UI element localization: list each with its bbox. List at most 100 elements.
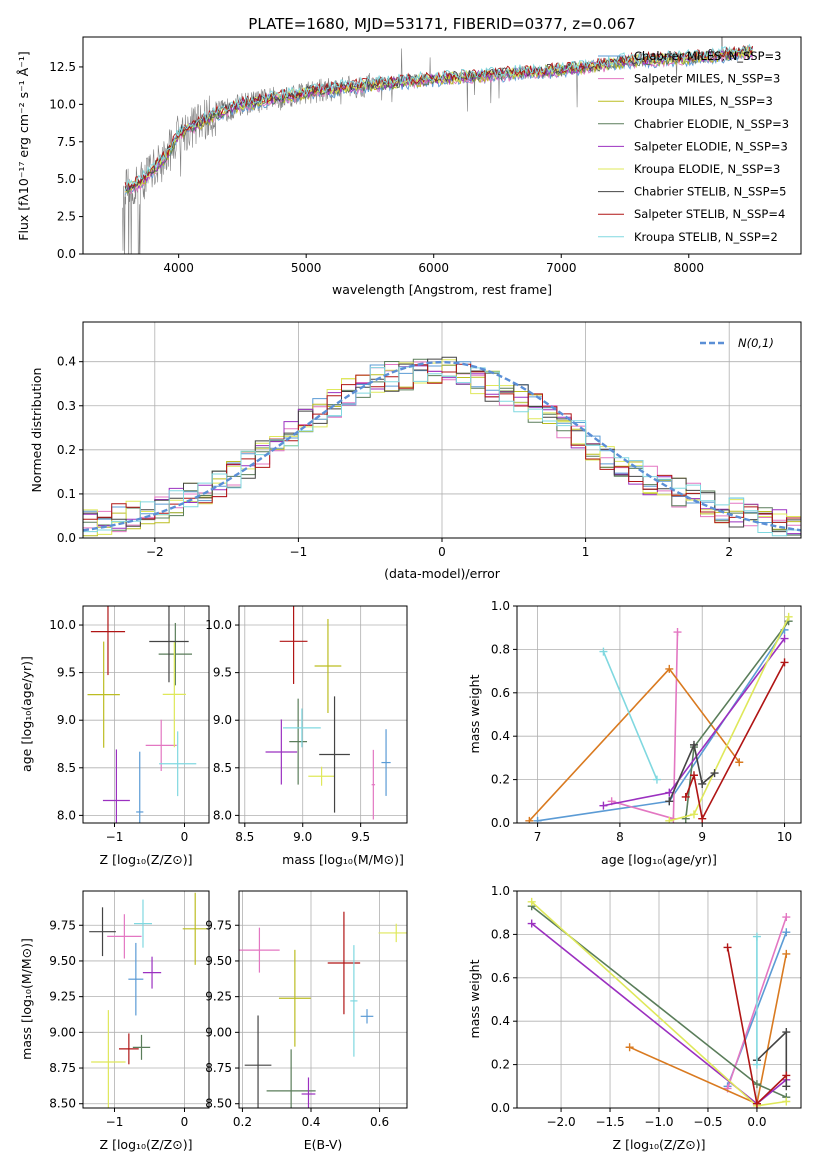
mass-weight-marker (689, 740, 698, 749)
age-vs-mass-panel: 8.5 9.0 9.58.08.59.09.510.0 mass [log₁₀(M/… (205, 605, 408, 867)
y-tick-label: 9.50 (49, 954, 76, 968)
mass-weight-marker (625, 1043, 634, 1052)
x-tick-label: 8.5 (235, 830, 254, 844)
mass-weight-marker (752, 1099, 761, 1108)
y-tick-label: 0.6 (491, 971, 510, 985)
x-tick-label: 8 (616, 830, 624, 844)
y-tick-label: 9.75 (205, 918, 232, 932)
spectrum-ticks: 4000 5000 6000 7000 8000 0.0 2.5 5.0 7.5 10.0 12.5 (49, 60, 704, 275)
y-tick-label: 9.00 (205, 1025, 232, 1039)
y-tick-label: 0.1 (57, 487, 76, 501)
y-tick-label: 9.50 (205, 954, 232, 968)
y-tick-label: 0.0 (57, 247, 76, 261)
x-tick-label: 6000 (418, 261, 449, 275)
y-tick-label: 10.0 (49, 618, 76, 632)
residuals-ticks: −2 −1 0 1 2 0.0 0.1 0.2 0.3 0.4 (57, 355, 733, 559)
legend-entry: Salpeter STELIB, N_SSP=4 (634, 207, 785, 221)
mass-vs-Z-panel: −1 0 8.50 8.75 9.00 9.25 9.50 9.75 Z [log₁₀(Z/Z… (19, 890, 210, 1152)
age-vs-mass-frame (238, 605, 408, 824)
y-tick-label: 0.2 (57, 443, 76, 457)
x-tick-label: −1 (290, 545, 308, 559)
y-tick-label: 0.4 (491, 1014, 510, 1028)
y-tick-label: 0.8 (491, 927, 510, 941)
mass-weight-series (685, 662, 786, 822)
y-tick-label: 10.0 (49, 97, 76, 111)
y-tick-label: 0.4 (491, 729, 510, 743)
mass-weight-marker (665, 816, 674, 823)
residuals-xlabel: (data-model)/error (384, 566, 501, 581)
y-tick-label: 9.25 (205, 990, 232, 1004)
mass-vs-Z-frame (82, 890, 210, 1109)
x-tick-label: −1 (106, 830, 124, 844)
y-tick-label: 9.0 (213, 713, 232, 727)
y-tick-label: 0.2 (491, 773, 510, 787)
spectrum-xlabel: wavelength [Angstrom, rest frame] (332, 282, 552, 297)
x-tick-label: 9.0 (293, 830, 312, 844)
weight-vs-Z-ylabel: mass weight (467, 959, 482, 1038)
x-tick-label: −1 (106, 1115, 124, 1129)
spectrum-panel: PLATE=1680, MJD=53171, FIBERID=0377, z=0… (16, 15, 802, 297)
mass-weight-marker (665, 788, 674, 797)
y-tick-label: 5.0 (57, 172, 76, 186)
mass-weight-marker (689, 771, 698, 780)
mass-weight-series (668, 742, 716, 802)
mass-vs-Z-ylabel: mass [log₁₀(M/M⊙)] (19, 938, 34, 1060)
legend-entry: Kroupa STELIB, N_SSP=2 (634, 230, 778, 244)
y-tick-label: 8.50 (205, 1097, 232, 1111)
spectrum-ylabel: Flux [fλ10⁻¹⁷ erg cm⁻² s⁻¹ Å⁻¹] (16, 51, 31, 240)
model-spectrum (124, 43, 753, 192)
y-tick-label: 12.5 (49, 60, 76, 74)
spectrum-title: PLATE=1680, MJD=53171, FIBERID=0377, z=0… (248, 15, 635, 33)
legend-entry: Salpeter ELODIE, N_SSP=3 (634, 139, 788, 153)
residual-histogram (83, 363, 801, 524)
mass-weight-marker (525, 816, 534, 823)
x-tick-label: 1 (582, 545, 590, 559)
mass-weight-marker (665, 797, 674, 806)
x-tick-label: 8000 (673, 261, 704, 275)
y-tick-label: 8.0 (213, 808, 232, 822)
y-tick-label: 8.0 (57, 808, 76, 822)
legend-entry: Chabrier STELIB, N_SSP=5 (634, 185, 786, 199)
mass-weight-marker (782, 928, 791, 937)
mass-weight-marker (673, 628, 682, 637)
legend-entry: Chabrier MILES, N_SSP=3 (634, 49, 781, 63)
y-tick-label: 8.5 (213, 761, 232, 775)
y-tick-label: 0.6 (491, 686, 510, 700)
x-tick-label: −1.5 (595, 1115, 624, 1129)
mass-weight-marker (527, 919, 536, 928)
mass-weight-marker (652, 775, 661, 784)
y-tick-label: 9.00 (49, 1025, 76, 1039)
mass-weight-marker (527, 897, 536, 906)
residuals-series (83, 356, 801, 537)
x-tick-label: 0.2 (233, 1115, 252, 1129)
weight-vs-age-panel: 7 8 9 10 0.0 0.2 0.4 0.6 0.8 1.0 age [log₁₀(age/y… (467, 599, 802, 867)
weight-vs-Z-xlabel: Z [log₁₀(Z/Z⊙)] (613, 1137, 706, 1152)
mass-weight-marker (752, 932, 761, 941)
mass-weight-marker (599, 647, 608, 656)
y-tick-label: 0.4 (57, 355, 76, 369)
x-tick-label: 4000 (163, 261, 194, 275)
y-tick-label: 10.0 (205, 618, 232, 632)
x-tick-label: 5000 (291, 261, 322, 275)
x-tick-label: 0.4 (301, 1115, 320, 1129)
y-tick-label: 9.25 (49, 990, 76, 1004)
x-tick-label: 7000 (546, 261, 577, 275)
y-tick-label: 9.5 (57, 666, 76, 680)
residuals-panel: −2 −1 0 1 2 0.0 0.1 0.2 0.3 0.4 (data-model)/erro… (29, 321, 802, 581)
mass-vs-EBV-panel: 0.2 0.4 0.6 8.50 8.75 9.00 9.25 9.50 9.75 E(B-V) (205, 890, 408, 1152)
x-tick-label: −0.5 (693, 1115, 722, 1129)
legend-entry: Kroupa ELODIE, N_SSP=3 (634, 162, 780, 176)
x-tick-label: 0.0 (747, 1115, 766, 1129)
mass-weight-marker (784, 612, 793, 621)
gaussian-curve (83, 360, 801, 532)
spectrum-frame (82, 36, 802, 255)
y-tick-label: 0.0 (57, 531, 76, 545)
age-vs-mass-xlabel: mass [log₁₀(M/M⊙)] (282, 852, 404, 867)
residual-histogram (83, 356, 801, 533)
mass-weight-marker (780, 658, 789, 667)
age-vs-Z-xlabel: Z [log₁₀(Z/Z⊙)] (100, 852, 193, 867)
mass-weight-marker (698, 814, 707, 823)
mass-weight-marker (782, 913, 791, 922)
mass-vs-EBV-frame (238, 890, 408, 1109)
x-tick-label: 0 (181, 830, 189, 844)
